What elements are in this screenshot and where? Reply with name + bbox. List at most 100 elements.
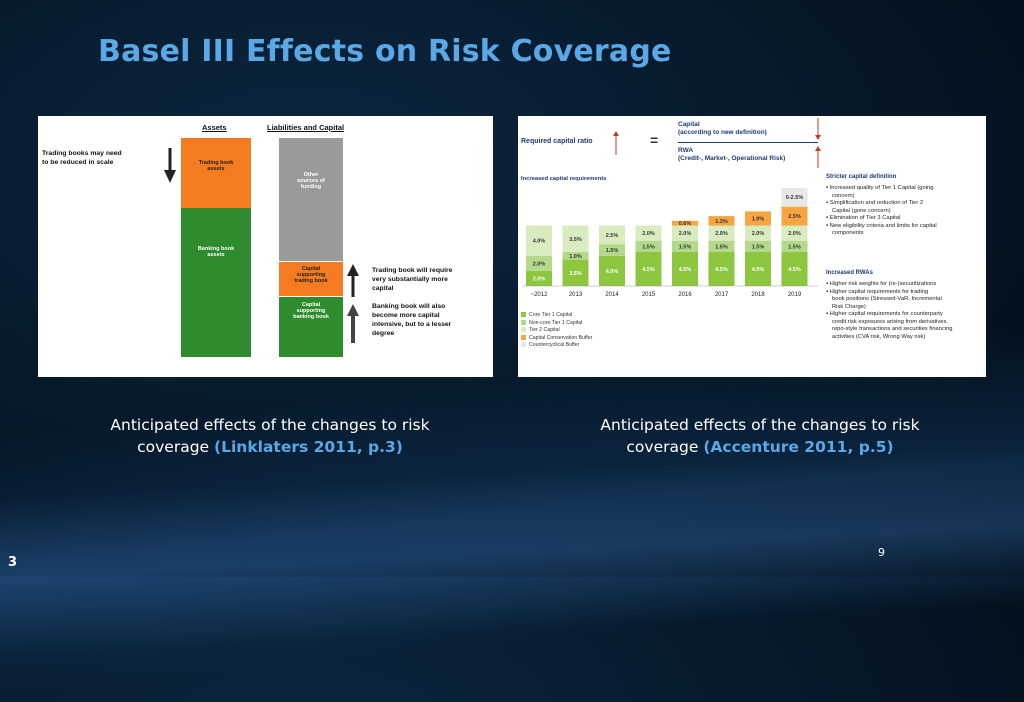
bar-segment <box>708 252 735 286</box>
bar-segment <box>708 216 735 226</box>
bar-segment <box>781 225 808 241</box>
bar-value-label: 4.5% <box>642 267 655 273</box>
bar-segment <box>781 240 808 252</box>
bar-segment <box>599 255 625 286</box>
legend-label: Countercyclical Buffer <box>529 342 580 348</box>
assets-header: Assets <box>202 123 227 132</box>
up-arrow-icon <box>347 304 359 343</box>
bar-segment <box>526 255 552 271</box>
stricter-heading: Stricter capital definition <box>826 174 897 180</box>
bar-value-label: 4.5% <box>752 267 765 273</box>
legend-item: Capital Conservation Buffer <box>521 335 592 343</box>
bar-value-label: 3.5% <box>569 271 582 277</box>
bar-value-label: 3.5% <box>569 237 582 243</box>
bar-value-label: 1.5% <box>679 244 692 250</box>
bar-segment <box>672 252 698 286</box>
capital-banking-book <box>279 297 343 357</box>
bar-value-label: 1.5% <box>642 244 655 250</box>
bar-value-label: 1.5% <box>715 244 728 250</box>
up-arrow-icon <box>347 264 359 297</box>
bar-value-label: 2.5% <box>788 214 801 220</box>
bar-value-label: 4.5% <box>679 267 692 273</box>
bar-value-label: 1.0% <box>569 254 582 260</box>
trading-book-label: Trading book assets <box>198 160 234 172</box>
other-funding-label: Other sources of funding <box>297 172 325 190</box>
x-tick-label: 2016 <box>678 292 692 298</box>
inner-page-number: 9 <box>878 546 885 559</box>
bar-segment <box>781 187 808 207</box>
rwa-label: RWA (Credit-, Market-, Operational Risk) <box>678 147 786 162</box>
bar-segment <box>672 220 698 226</box>
equals-sign: = <box>650 132 659 148</box>
bar-value-label: 2.0% <box>715 231 728 237</box>
bar-value-label: 1.5% <box>606 248 619 254</box>
legend-label: Core Tier 1 Capital <box>529 312 573 318</box>
legend-label: Tier 2 Capital <box>529 327 560 333</box>
capital-bar-chart: 2.0% 2.0% 4.0% ~2012 3.5% 1.0% 3.5% 2013 4.0% 1.5… <box>522 187 818 298</box>
x-tick-label: 2017 <box>715 292 729 298</box>
bar-segment <box>745 240 771 252</box>
left-caption: Anticipated effects of the changes to ri… <box>110 416 430 456</box>
bar-value-label: 2.0% <box>679 231 692 237</box>
legend-swatch <box>521 342 526 348</box>
trading-note: Trading book will require very substanti… <box>372 267 453 292</box>
rwa-list: ▪ Higher risk weights for (re-)securitiz… <box>826 281 953 340</box>
bar-segment <box>599 225 625 245</box>
bar-value-label: 4.0% <box>606 269 619 275</box>
left-note: Trading books may need <box>42 150 122 157</box>
left-note: to be reduced in scale <box>42 159 114 166</box>
legend-item: Tier 2 Capital <box>521 327 592 335</box>
x-tick-label: 2019 <box>788 292 802 298</box>
legend-label: Non-core Tier 1 Capital <box>529 319 583 326</box>
bar-segment <box>526 270 552 286</box>
liabilities-header: Liabilities and Capital <box>267 123 345 132</box>
trading-book-assets <box>181 138 251 208</box>
down-arrow-icon <box>815 118 821 140</box>
legend-swatch <box>521 334 526 340</box>
up-arrow-icon <box>613 131 619 155</box>
bar-value-label: 1.5% <box>752 244 765 250</box>
bar-value-label: 2.0% <box>642 231 655 237</box>
bar-segment <box>599 244 625 256</box>
bar-value-label: 1.3% <box>715 219 728 225</box>
bar-segment <box>708 240 735 252</box>
slide-number: 3 <box>8 555 18 570</box>
fraction-line <box>678 142 818 143</box>
bar-segment <box>635 225 662 241</box>
bar-value-label: 2.0% <box>752 231 765 237</box>
legend-label: Capital Conservation Buffer <box>529 334 593 341</box>
legend-item: Non-core Tier 1 Capital <box>521 320 592 328</box>
right-caption: Anticipated effects of the changes to ri… <box>600 416 920 456</box>
legend-item: Countercyclical Buffer <box>521 342 592 350</box>
bar-segment <box>562 225 589 252</box>
bar-segment <box>562 259 589 286</box>
bar-value-label: 2.0% <box>533 261 546 267</box>
other-funding <box>279 138 343 261</box>
bar-segment <box>745 252 771 286</box>
increased-label: Increased capital requirements <box>521 176 607 182</box>
bar-segment <box>708 225 735 241</box>
banking-book-assets <box>181 208 251 357</box>
bar-segment <box>562 252 589 260</box>
rwa-heading: Increased RWAs <box>826 270 873 276</box>
bar-value-label: 4.5% <box>788 267 801 273</box>
bar-segment <box>635 240 662 252</box>
bar-value-label: 0-2.5% <box>786 195 804 201</box>
bar-value-label: 0.6% <box>679 221 692 227</box>
accenture-figure: Required capital ratio = Capital (accord… <box>518 116 986 377</box>
bar-value-label: 2.5% <box>606 233 619 239</box>
legend-swatch <box>521 319 526 325</box>
x-tick-label: ~2012 <box>531 292 549 298</box>
capital-trading-label: Capital supporting trading book <box>294 266 328 284</box>
legend-swatch <box>521 327 526 333</box>
required-ratio: Required capital ratio <box>521 138 593 145</box>
slide-title: Basel III Effects on Risk Coverage <box>98 34 672 69</box>
up-arrow-icon <box>815 146 821 168</box>
bar-value-label: 4.5% <box>715 267 728 273</box>
right-citation: (Accenture 2011, p.5) <box>703 438 894 456</box>
capital-banking-label: Capital supporting banking book <box>293 302 329 320</box>
down-arrow-icon <box>164 148 176 183</box>
x-tick-label: 2015 <box>642 292 656 298</box>
bar-value-label: 2.0% <box>788 231 801 237</box>
bar-segment <box>781 206 808 226</box>
